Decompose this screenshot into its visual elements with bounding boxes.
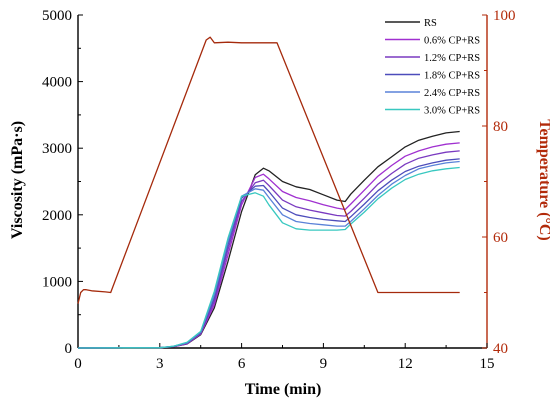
series-line-2-4-cp-rs [77,160,460,349]
series-line-3-0-cp-rs [77,166,460,349]
y-tick-label: 1000 [42,274,72,290]
y2-axis-title: Temperature (°C) [536,119,550,240]
y-tick-label: 4000 [42,75,72,91]
series-group [77,36,460,349]
y-tick-label: 0 [65,341,73,357]
legend: RS 0.6% CP+RS 1.2% CP+RS 1.8% CP+RS 2.4% CP+… [385,18,480,117]
legend-label: RS [424,18,437,29]
series-line-temperature [77,36,460,304]
y-axis-title: Viscosity (mPa·s) [9,121,26,239]
x-axis-title: Time (min) [245,381,322,398]
y-tick-label: 5000 [42,8,72,24]
legend-label: 3.0% CP+RS [424,106,480,117]
y2-tick-label: 80 [493,119,508,135]
y2-tick-label: 100 [493,8,516,24]
x-tick-label: 9 [320,356,328,372]
series-line-1-2-cp-rs [77,150,460,349]
x-tick-label: 15 [480,356,495,372]
y-tick-label: 2000 [42,208,72,224]
legend-label: 0.6% CP+RS [424,36,480,47]
series-line-1-8-cp-rs [77,158,460,349]
x-tick-label: 6 [238,356,246,372]
legend-label: 1.2% CP+RS [424,53,480,64]
x-tick-label: 3 [156,356,164,372]
y2-tick-label: 60 [493,230,508,246]
x-tick-label: 0 [74,356,82,372]
y2-tick-label: 40 [493,341,508,357]
x-tick-label: 12 [398,356,413,372]
axes-group: 0 3 6 9 12 15 0 1000 2000 3000 4000 5000 40 60 80 100 [42,8,516,372]
legend-label: 1.8% CP+RS [424,71,480,82]
y-tick-label: 3000 [42,141,72,157]
series-line-rs [77,130,460,349]
legend-label: 2.4% CP+RS [424,88,480,99]
